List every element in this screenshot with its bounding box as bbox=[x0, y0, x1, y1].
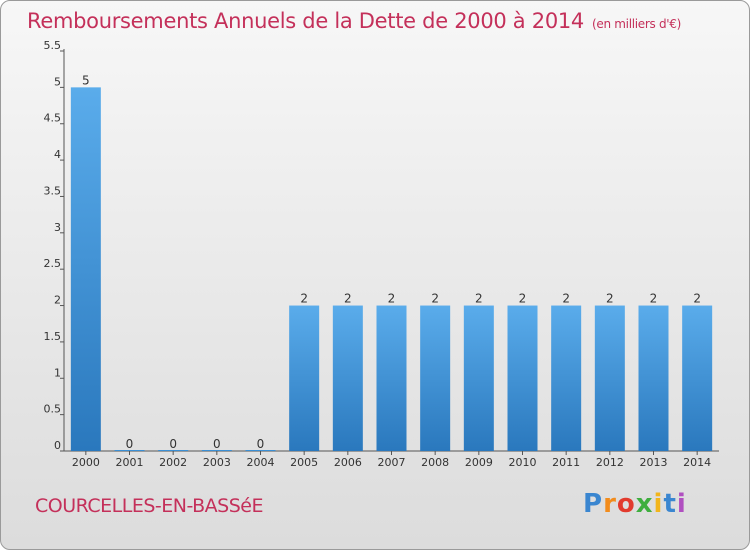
x-tick-label: 2000 bbox=[72, 456, 100, 469]
y-tick-label: 2 bbox=[54, 294, 61, 307]
x-tick-label: 2001 bbox=[116, 456, 144, 469]
data-label: 2 bbox=[519, 292, 527, 306]
data-label: 5 bbox=[82, 73, 90, 87]
bar bbox=[551, 305, 582, 451]
data-label: 2 bbox=[431, 292, 439, 306]
x-tick-label: 2010 bbox=[509, 456, 537, 469]
proxiti-logo: Proxiti bbox=[583, 489, 687, 519]
x-tick-label: 2002 bbox=[159, 456, 187, 469]
chart-title-text: Remboursements Annuels de la Dette de 20… bbox=[27, 9, 584, 33]
x-tick-label: 2013 bbox=[640, 456, 668, 469]
chart-unit: (en milliers d'€) bbox=[592, 17, 682, 31]
x-tick-label: 2006 bbox=[334, 456, 362, 469]
plot-area: 00.511.522.533.544.555.55200002001020020… bbox=[44, 39, 719, 469]
x-tick-label: 2008 bbox=[421, 456, 449, 469]
bar bbox=[594, 305, 625, 451]
data-label: 2 bbox=[650, 292, 658, 306]
y-tick-label: 1.5 bbox=[44, 330, 62, 343]
data-label: 2 bbox=[606, 292, 614, 306]
data-label: 2 bbox=[300, 292, 308, 306]
y-tick-label: 4 bbox=[54, 148, 61, 161]
y-tick-label: 2.5 bbox=[44, 257, 62, 270]
y-tick-label: 0 bbox=[54, 439, 61, 452]
y-tick-label: 5.5 bbox=[44, 39, 62, 52]
data-label: 0 bbox=[257, 437, 265, 451]
bar bbox=[158, 450, 189, 451]
bar bbox=[376, 305, 407, 451]
x-tick-label: 2003 bbox=[203, 456, 231, 469]
data-label: 0 bbox=[169, 437, 177, 451]
data-label: 2 bbox=[344, 292, 352, 306]
bar bbox=[682, 305, 713, 451]
bar bbox=[420, 305, 451, 451]
x-tick-label: 2007 bbox=[378, 456, 406, 469]
data-label: 2 bbox=[475, 292, 483, 306]
data-label: 2 bbox=[388, 292, 396, 306]
data-label: 0 bbox=[213, 437, 221, 451]
bar bbox=[638, 305, 669, 451]
bar bbox=[114, 450, 145, 451]
data-label: 0 bbox=[126, 437, 134, 451]
town-name: COURCELLES-EN-BASSéE bbox=[35, 495, 264, 517]
x-tick-label: 2011 bbox=[552, 456, 580, 469]
y-tick-label: 3.5 bbox=[44, 184, 62, 197]
y-tick-label: 3 bbox=[54, 221, 61, 234]
y-tick-label: 1 bbox=[54, 366, 61, 379]
x-tick-label: 2004 bbox=[247, 456, 275, 469]
y-tick-label: 0.5 bbox=[44, 403, 62, 416]
x-tick-label: 2012 bbox=[596, 456, 624, 469]
bar bbox=[463, 305, 494, 451]
chart-title: Remboursements Annuels de la Dette de 20… bbox=[27, 9, 681, 33]
y-tick-label: 5 bbox=[54, 75, 61, 88]
x-tick-label: 2014 bbox=[683, 456, 711, 469]
x-tick-label: 2009 bbox=[465, 456, 493, 469]
bar bbox=[289, 305, 320, 451]
x-tick-label: 2005 bbox=[290, 456, 318, 469]
bar bbox=[332, 305, 363, 451]
bar bbox=[70, 87, 101, 451]
bar bbox=[507, 305, 538, 451]
data-label: 2 bbox=[562, 292, 570, 306]
bar bbox=[245, 450, 276, 451]
bar bbox=[201, 450, 232, 451]
y-tick-label: 4.5 bbox=[44, 112, 62, 125]
data-label: 2 bbox=[693, 292, 701, 306]
